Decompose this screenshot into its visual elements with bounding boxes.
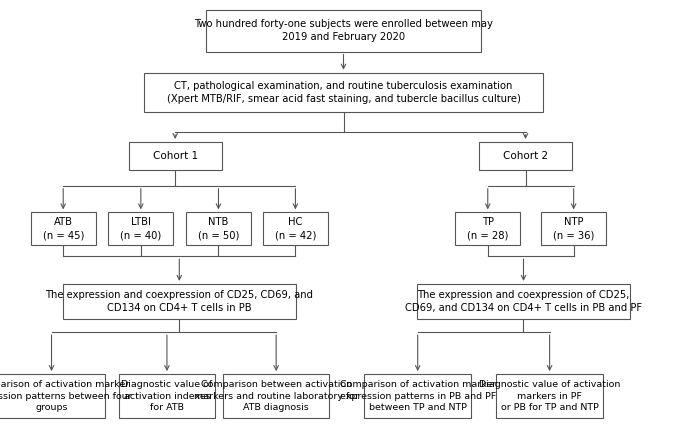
Text: LTBI
(n = 40): LTBI (n = 40) <box>120 217 161 240</box>
FancyBboxPatch shape <box>63 284 296 319</box>
Text: Diagnostic value of activation
markers in PF
or PB for TP and NTP: Diagnostic value of activation markers i… <box>479 380 620 412</box>
FancyBboxPatch shape <box>223 374 330 418</box>
FancyBboxPatch shape <box>30 213 96 246</box>
Text: Cohort 1: Cohort 1 <box>153 151 198 161</box>
Text: The expression and coexpression of CD25, CD69, and
CD134 on CD4+ T cells in PB: The expression and coexpression of CD25,… <box>45 290 313 313</box>
FancyBboxPatch shape <box>129 142 221 170</box>
FancyBboxPatch shape <box>480 142 572 170</box>
FancyBboxPatch shape <box>0 374 104 418</box>
Text: NTB
(n = 50): NTB (n = 50) <box>198 217 239 240</box>
FancyBboxPatch shape <box>455 213 521 246</box>
Text: Comparison of activation marker
expression patterns in PB and PF
between TP and : Comparison of activation marker expressi… <box>339 380 496 412</box>
Text: ATB
(n = 45): ATB (n = 45) <box>43 217 84 240</box>
Text: HC
(n = 42): HC (n = 42) <box>275 217 316 240</box>
FancyBboxPatch shape <box>496 374 603 418</box>
FancyBboxPatch shape <box>185 213 251 246</box>
Text: Comparison between activation
markers and routine laboratory for
ATB diagnosis: Comparison between activation markers an… <box>194 380 359 412</box>
Text: Comparison of activation marker
expression patterns between four
groups: Comparison of activation marker expressi… <box>0 380 132 412</box>
FancyBboxPatch shape <box>144 73 543 112</box>
FancyBboxPatch shape <box>541 213 606 246</box>
Text: The expression and coexpression of CD25,
CD69, and CD134 on CD4+ T cells in PB a: The expression and coexpression of CD25,… <box>405 290 642 313</box>
FancyBboxPatch shape <box>206 10 481 51</box>
FancyBboxPatch shape <box>109 213 173 246</box>
Text: NTP
(n = 36): NTP (n = 36) <box>553 217 594 240</box>
FancyBboxPatch shape <box>364 374 471 418</box>
Text: Two hundred forty-one subjects were enrolled between may
2019 and February 2020: Two hundred forty-one subjects were enro… <box>194 19 493 42</box>
Text: CT, pathological examination, and routine tuberculosis examination
(Xpert MTB/RI: CT, pathological examination, and routin… <box>166 81 521 104</box>
FancyBboxPatch shape <box>263 213 328 246</box>
Text: Diagnostic value of
activation indexes
for ATB: Diagnostic value of activation indexes f… <box>122 380 212 412</box>
FancyBboxPatch shape <box>417 284 630 319</box>
FancyBboxPatch shape <box>119 374 215 418</box>
Text: TP
(n = 28): TP (n = 28) <box>467 217 508 240</box>
Text: Cohort 2: Cohort 2 <box>503 151 548 161</box>
